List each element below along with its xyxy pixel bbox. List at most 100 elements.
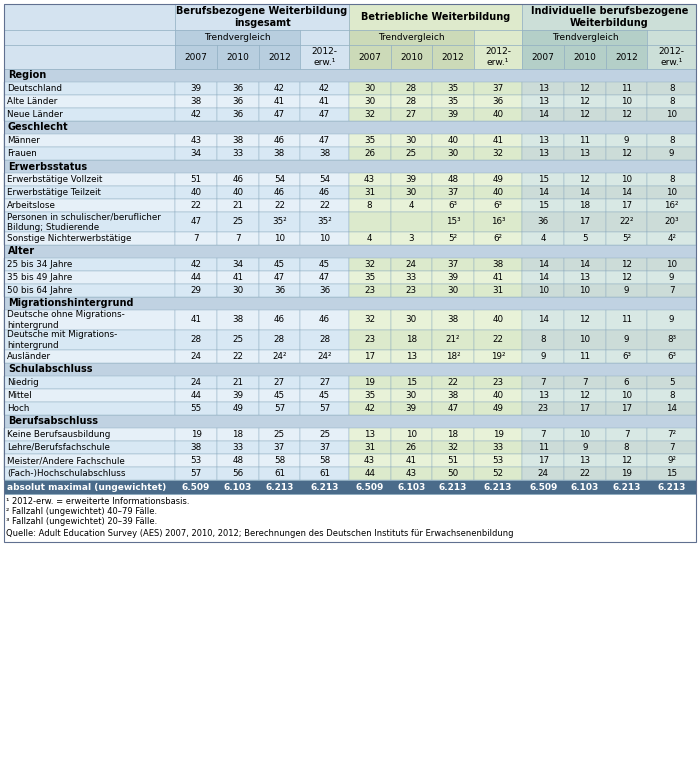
Bar bbox=[217, 310, 258, 330]
Text: 38: 38 bbox=[190, 97, 202, 106]
Bar bbox=[258, 402, 300, 415]
Text: 7: 7 bbox=[582, 378, 588, 387]
Bar bbox=[606, 350, 648, 363]
Bar bbox=[175, 271, 217, 284]
Text: 9: 9 bbox=[624, 336, 629, 345]
Text: 32: 32 bbox=[364, 316, 375, 324]
Text: Geschlecht: Geschlecht bbox=[8, 123, 69, 132]
Bar bbox=[217, 45, 258, 69]
Bar bbox=[258, 173, 300, 186]
Text: 7: 7 bbox=[669, 286, 675, 295]
Bar bbox=[258, 350, 300, 363]
Bar bbox=[474, 402, 522, 415]
Text: 13: 13 bbox=[538, 84, 549, 93]
Bar bbox=[258, 271, 300, 284]
Bar bbox=[606, 186, 648, 199]
Text: 8: 8 bbox=[624, 443, 629, 452]
Text: 22: 22 bbox=[447, 378, 458, 387]
Text: 36: 36 bbox=[232, 97, 244, 106]
Text: 25: 25 bbox=[232, 336, 244, 345]
Text: Alter: Alter bbox=[8, 247, 35, 256]
Bar bbox=[432, 284, 474, 297]
Text: 22: 22 bbox=[493, 336, 503, 345]
Bar bbox=[391, 173, 432, 186]
Text: 22: 22 bbox=[232, 352, 244, 361]
Text: 5: 5 bbox=[582, 234, 588, 243]
Text: 14: 14 bbox=[538, 110, 549, 119]
Bar bbox=[175, 454, 217, 467]
Text: 42: 42 bbox=[364, 404, 375, 413]
Bar bbox=[4, 173, 175, 186]
Bar bbox=[522, 376, 564, 389]
Text: 22: 22 bbox=[580, 469, 590, 478]
Text: 37: 37 bbox=[319, 443, 330, 452]
Text: 25: 25 bbox=[319, 430, 330, 439]
Bar bbox=[300, 376, 349, 389]
Bar bbox=[217, 350, 258, 363]
Bar bbox=[564, 173, 606, 186]
Text: 47: 47 bbox=[190, 218, 202, 227]
Bar bbox=[391, 186, 432, 199]
Bar bbox=[217, 402, 258, 415]
Text: 14: 14 bbox=[538, 316, 549, 324]
Bar bbox=[432, 147, 474, 160]
Bar bbox=[391, 330, 432, 350]
Text: 4²: 4² bbox=[667, 234, 676, 243]
Bar bbox=[648, 271, 696, 284]
Bar bbox=[217, 428, 258, 441]
Bar bbox=[391, 108, 432, 121]
Bar bbox=[391, 441, 432, 454]
Text: 10: 10 bbox=[666, 110, 678, 119]
Bar bbox=[606, 310, 648, 330]
Bar bbox=[648, 95, 696, 108]
Bar bbox=[432, 467, 474, 480]
Bar bbox=[258, 467, 300, 480]
Text: 2010: 2010 bbox=[400, 53, 423, 62]
Bar bbox=[4, 350, 175, 363]
Text: 12: 12 bbox=[580, 110, 590, 119]
Bar bbox=[258, 147, 300, 160]
Bar bbox=[258, 199, 300, 212]
Bar bbox=[606, 389, 648, 402]
Text: 5²: 5² bbox=[449, 234, 458, 243]
Text: Alte Länder: Alte Länder bbox=[7, 97, 57, 106]
Bar bbox=[349, 147, 391, 160]
Text: 5: 5 bbox=[669, 378, 675, 387]
Text: 27: 27 bbox=[319, 378, 330, 387]
Bar bbox=[564, 212, 606, 232]
Bar bbox=[175, 134, 217, 147]
Text: 18: 18 bbox=[580, 201, 591, 210]
Text: 6.103: 6.103 bbox=[570, 482, 599, 492]
Bar bbox=[564, 330, 606, 350]
Bar bbox=[4, 69, 696, 82]
Text: 25: 25 bbox=[274, 430, 285, 439]
Text: 45: 45 bbox=[274, 260, 285, 269]
Text: 10: 10 bbox=[666, 260, 678, 269]
Bar bbox=[258, 108, 300, 121]
Text: 18²: 18² bbox=[446, 352, 461, 361]
Bar bbox=[391, 82, 432, 95]
Bar bbox=[217, 232, 258, 245]
Bar bbox=[4, 30, 175, 45]
Bar bbox=[648, 45, 696, 69]
Text: 13: 13 bbox=[538, 97, 549, 106]
Text: 10: 10 bbox=[406, 430, 417, 439]
Text: 25: 25 bbox=[232, 218, 244, 227]
Text: 2012: 2012 bbox=[615, 53, 638, 62]
Text: 47: 47 bbox=[274, 110, 285, 119]
Bar bbox=[300, 428, 349, 441]
Text: 49: 49 bbox=[493, 175, 503, 184]
Bar bbox=[175, 402, 217, 415]
Text: 20³: 20³ bbox=[664, 218, 679, 227]
Bar bbox=[175, 212, 217, 232]
Bar bbox=[217, 108, 258, 121]
Text: 12: 12 bbox=[580, 175, 590, 184]
Text: 38: 38 bbox=[190, 443, 202, 452]
Bar bbox=[648, 389, 696, 402]
Bar bbox=[349, 330, 391, 350]
Text: 6.213: 6.213 bbox=[265, 482, 293, 492]
Text: 12: 12 bbox=[621, 110, 632, 119]
Text: 9: 9 bbox=[624, 136, 629, 145]
Text: 6²: 6² bbox=[494, 234, 503, 243]
Text: 36: 36 bbox=[274, 286, 285, 295]
